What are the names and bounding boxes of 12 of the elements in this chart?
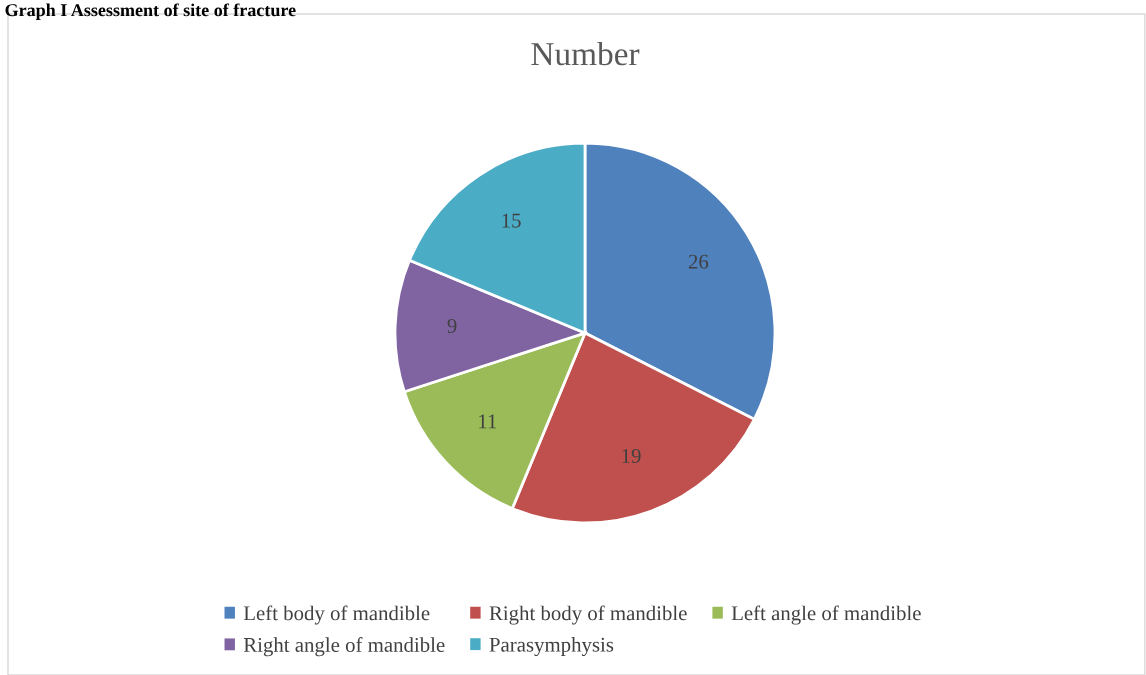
data-label: 11 xyxy=(479,414,497,429)
data-label: 9 xyxy=(447,318,457,333)
legend-label: Right body of mandible xyxy=(489,605,687,625)
legend-label: Left angle of mandible xyxy=(731,605,921,625)
legend-label: Parasymphysis xyxy=(489,637,614,657)
legend-label: Left body of mandible xyxy=(243,605,430,625)
text: Graph I Assessment of site of fracture xyxy=(5,3,296,20)
legend-label: Right angle of mandible xyxy=(243,637,445,657)
chart-title: Number xyxy=(531,41,640,66)
data-label: 19 xyxy=(622,448,641,463)
data-label: 26 xyxy=(688,254,709,269)
data-label: 15 xyxy=(502,213,521,228)
